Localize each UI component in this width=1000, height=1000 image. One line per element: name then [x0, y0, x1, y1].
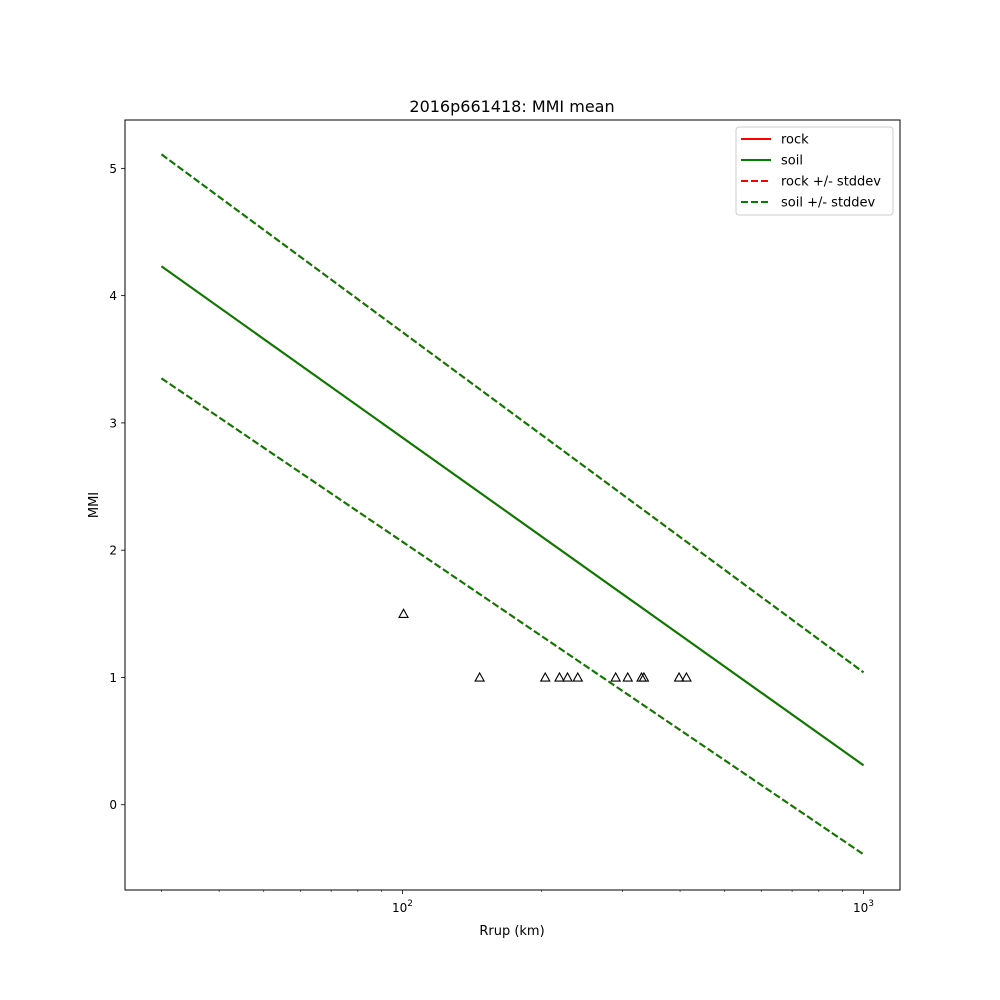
plot-frame	[124, 119, 901, 891]
observation-point	[622, 671, 634, 682]
y-axis-ticks: 0 1 2 3 4 5	[109, 162, 125, 812]
series-line-1	[160, 265, 865, 767]
observation-point	[562, 671, 573, 682]
chart-legend: rock soil rock +/- stddev soil +/- stddev	[735, 126, 894, 216]
series-line-4	[160, 153, 865, 674]
observation-point	[638, 671, 650, 682]
legend-label: soil	[781, 154, 803, 169]
legend-label: rock +/- stddev	[781, 175, 881, 190]
observation-point	[673, 671, 685, 682]
observation-point	[681, 671, 692, 682]
y-tick-label: 4	[109, 289, 117, 303]
y-tick-label: 3	[109, 416, 117, 430]
plot-area	[124, 119, 901, 891]
observation-point	[572, 671, 584, 682]
y-tick-label: 5	[109, 162, 117, 176]
chart-title: 2016p661418: MMI mean	[409, 97, 614, 116]
observations-layer	[398, 608, 692, 682]
legend-label: rock	[781, 133, 809, 148]
y-axis-label: MMI	[87, 492, 102, 518]
y-tick-label: 2	[109, 544, 117, 558]
observation-point	[539, 671, 551, 682]
y-tick-label: 0	[109, 798, 117, 812]
legend-label: soil +/- stddev	[781, 196, 876, 211]
series-line-5	[160, 377, 865, 856]
observation-point	[554, 671, 565, 682]
y-tick-label: 1	[109, 671, 117, 685]
legend-frame	[735, 126, 894, 216]
observation-point	[398, 608, 409, 618]
x-axis-label: Rrup (km)	[479, 924, 544, 939]
observation-point	[474, 671, 486, 682]
series-layer	[160, 153, 865, 856]
observation-point	[610, 671, 622, 682]
